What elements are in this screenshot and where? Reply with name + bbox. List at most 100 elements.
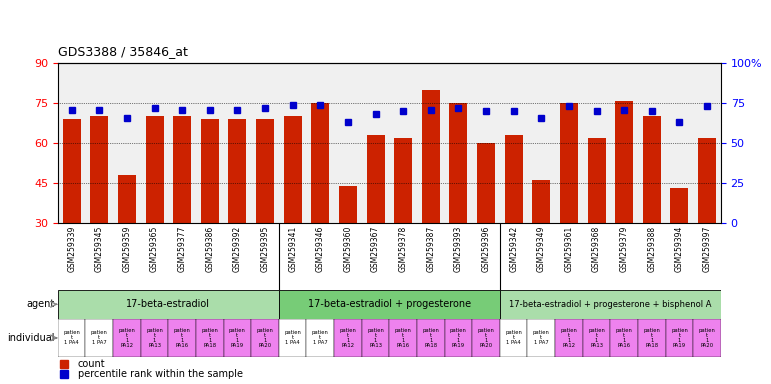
Text: patien
t
1
PA18: patien t 1 PA18	[201, 328, 218, 348]
Bar	[560, 103, 578, 223]
Text: patien
t
1 PA7: patien t 1 PA7	[91, 330, 108, 346]
Bar	[306, 319, 334, 357]
Text: GSM259397: GSM259397	[702, 226, 712, 273]
Bar	[422, 90, 439, 223]
Bar	[251, 319, 279, 357]
Text: GSM259377: GSM259377	[177, 226, 187, 273]
Bar	[449, 103, 467, 223]
Bar	[527, 319, 555, 357]
Bar	[118, 175, 136, 223]
Bar	[417, 319, 445, 357]
Text: GSM259346: GSM259346	[316, 226, 325, 273]
Text: patien
t
1
PA20: patien t 1 PA20	[699, 328, 715, 348]
Text: GSM259341: GSM259341	[288, 226, 297, 272]
Text: patien
t
1
PA12: patien t 1 PA12	[339, 328, 356, 348]
Bar	[505, 135, 523, 223]
Text: patien
t
1
PA19: patien t 1 PA19	[229, 328, 246, 348]
Bar	[671, 188, 689, 223]
Text: GSM259339: GSM259339	[67, 226, 76, 273]
Text: patien
t
1 PA4: patien t 1 PA4	[505, 330, 522, 346]
Bar	[532, 180, 550, 223]
Text: GSM259387: GSM259387	[426, 226, 436, 272]
Bar	[366, 135, 385, 223]
Text: GSM259393: GSM259393	[454, 226, 463, 273]
Text: count: count	[78, 359, 106, 369]
Text: GSM259395: GSM259395	[261, 226, 270, 273]
Text: GSM259386: GSM259386	[205, 226, 214, 272]
Text: GSM259388: GSM259388	[648, 226, 656, 272]
Bar	[555, 319, 583, 357]
Text: individual: individual	[8, 333, 55, 343]
Bar	[86, 319, 113, 357]
Bar	[58, 290, 279, 319]
Bar	[389, 319, 417, 357]
Bar	[58, 319, 86, 357]
Bar	[500, 290, 721, 319]
Bar	[615, 101, 633, 223]
Text: GSM259379: GSM259379	[620, 226, 628, 273]
Bar	[698, 138, 716, 223]
Text: GSM259349: GSM259349	[537, 226, 546, 273]
Text: patien
t
1
PA19: patien t 1 PA19	[671, 328, 688, 348]
Text: patien
t
1
PA16: patien t 1 PA16	[395, 328, 412, 348]
Bar	[146, 116, 163, 223]
Text: patien
t
1
PA20: patien t 1 PA20	[477, 328, 494, 348]
Text: GSM259359: GSM259359	[123, 226, 131, 273]
Text: GSM259394: GSM259394	[675, 226, 684, 273]
Text: GSM259365: GSM259365	[150, 226, 159, 273]
Text: patien
t
1
PA12: patien t 1 PA12	[119, 328, 136, 348]
Text: 17-beta-estradiol + progesterone + bisphenol A: 17-beta-estradiol + progesterone + bisph…	[509, 300, 712, 309]
Text: patien
t
1
PA13: patien t 1 PA13	[588, 328, 605, 348]
Bar	[279, 290, 500, 319]
Bar	[339, 185, 357, 223]
Bar	[643, 116, 661, 223]
Bar	[611, 319, 638, 357]
Text: GSM259360: GSM259360	[343, 226, 352, 273]
Text: patien
t
1 PA4: patien t 1 PA4	[284, 330, 301, 346]
Text: GSM259396: GSM259396	[482, 226, 490, 273]
Bar	[500, 319, 527, 357]
Text: patien
t
1
PA18: patien t 1 PA18	[423, 328, 439, 348]
Text: patien
t
1
PA16: patien t 1 PA16	[616, 328, 633, 348]
Text: patien
t
1
PA13: patien t 1 PA13	[146, 328, 163, 348]
Bar	[693, 319, 721, 357]
Bar	[279, 319, 306, 357]
Bar	[334, 319, 362, 357]
Text: GSM259392: GSM259392	[233, 226, 242, 272]
Bar	[256, 119, 274, 223]
Text: patien
t
1 PA7: patien t 1 PA7	[311, 330, 328, 346]
Text: GSM259367: GSM259367	[371, 226, 380, 273]
Bar	[224, 319, 251, 357]
Bar	[583, 319, 611, 357]
Bar	[665, 319, 693, 357]
Bar	[140, 319, 168, 357]
Text: patien
t
1
PA16: patien t 1 PA16	[173, 328, 190, 348]
Text: GSM259342: GSM259342	[509, 226, 518, 272]
Text: patien
t
1 PA4: patien t 1 PA4	[63, 330, 80, 346]
Text: GDS3388 / 35846_at: GDS3388 / 35846_at	[58, 45, 187, 58]
Text: patien
t
1
PA19: patien t 1 PA19	[450, 328, 467, 348]
Bar	[588, 138, 605, 223]
Text: 17-beta-estradiol + progesterone: 17-beta-estradiol + progesterone	[308, 299, 471, 310]
Bar	[394, 138, 412, 223]
Bar	[200, 119, 219, 223]
Bar	[311, 103, 329, 223]
Bar	[284, 116, 301, 223]
Text: GSM259361: GSM259361	[564, 226, 574, 272]
Bar	[173, 116, 191, 223]
Text: percentile rank within the sample: percentile rank within the sample	[78, 369, 243, 379]
Bar	[228, 119, 247, 223]
Bar	[196, 319, 224, 357]
Bar	[638, 319, 665, 357]
Text: GSM259378: GSM259378	[399, 226, 408, 272]
Text: patien
t
1
PA12: patien t 1 PA12	[561, 328, 577, 348]
Bar	[362, 319, 389, 357]
Text: patien
t
1
PA20: patien t 1 PA20	[257, 328, 274, 348]
Bar	[472, 319, 500, 357]
Bar	[445, 319, 472, 357]
Text: patien
t
1 PA7: patien t 1 PA7	[533, 330, 550, 346]
Text: patien
t
1
PA13: patien t 1 PA13	[367, 328, 384, 348]
Text: 17-beta-estradiol: 17-beta-estradiol	[126, 299, 210, 310]
Text: GSM259368: GSM259368	[592, 226, 601, 272]
Text: agent: agent	[27, 299, 55, 310]
